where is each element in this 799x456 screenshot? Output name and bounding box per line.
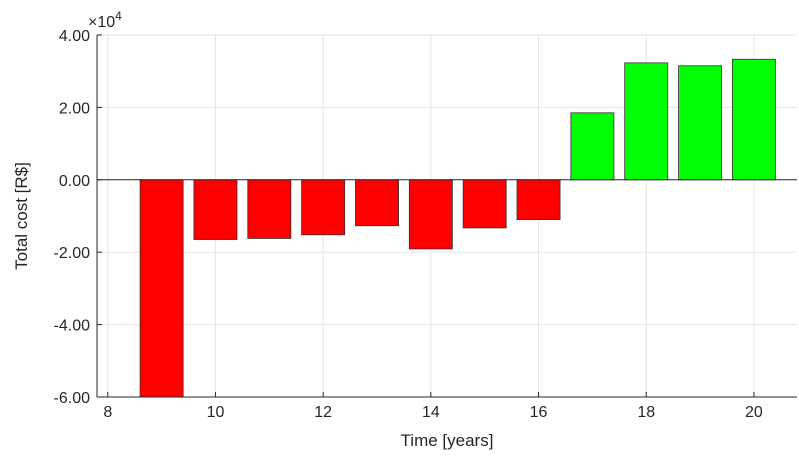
bars xyxy=(139,58,776,398)
x-tick-label: 20 xyxy=(745,404,763,421)
y-tick-label: -2.00 xyxy=(54,245,91,262)
y-tick-label: 4.00 xyxy=(59,28,90,45)
bar xyxy=(678,65,723,181)
y-axis-label: Total cost [R$] xyxy=(12,162,31,270)
x-tick-label: 10 xyxy=(207,404,225,421)
bar xyxy=(247,179,292,239)
x-tick-label: 14 xyxy=(422,404,440,421)
x-tick-label: 8 xyxy=(103,404,112,421)
bar xyxy=(516,179,561,221)
axes xyxy=(96,34,797,398)
bar xyxy=(462,179,507,229)
y-multiplier-exponent: 4 xyxy=(115,9,122,23)
bar xyxy=(193,179,238,240)
bar xyxy=(139,179,184,398)
y-multiplier-base: ×10 xyxy=(88,14,115,31)
x-tick-label: 18 xyxy=(637,404,655,421)
bar xyxy=(355,179,399,227)
bar xyxy=(408,179,453,250)
bar xyxy=(731,58,776,181)
tick-labels: 8 10 12 14 16 18 20 -6.00 -4.00 -2.00 0.00 2.00 4.00 xyxy=(54,28,763,421)
y-tick-label: 2.00 xyxy=(59,100,90,117)
x-axis-label: Time [years] xyxy=(401,431,494,450)
x-tick-label: 16 xyxy=(530,404,548,421)
y-axis-multiplier: ×104 xyxy=(88,9,122,31)
y-tick-label: -4.00 xyxy=(54,318,91,335)
y-tick-label: -6.00 xyxy=(54,390,91,407)
x-tick-label: 12 xyxy=(314,404,332,421)
bar xyxy=(624,62,669,181)
bar xyxy=(301,179,346,236)
y-tick-label: 0.00 xyxy=(59,173,90,190)
bar xyxy=(570,112,615,181)
